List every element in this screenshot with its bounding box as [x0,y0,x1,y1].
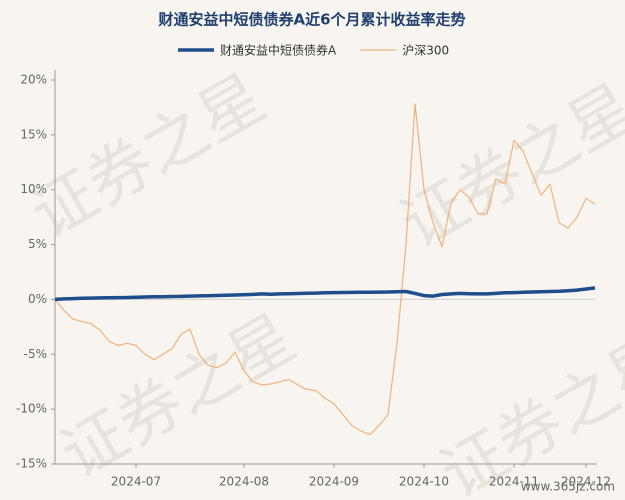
y-tick-label: 0% [28,292,47,306]
y-tick-label: 15% [20,127,47,141]
x-tick-label: 2024-11 [489,475,539,489]
x-tick-label: 2024-07 [111,475,161,489]
y-tick-label: 20% [20,73,47,87]
x-tick-label: 2024-12 [561,475,611,489]
x-tick-label: 2024-10 [399,475,449,489]
source: www.365jz.com [521,480,615,494]
legend-label: 沪深300 [402,44,449,58]
y-tick-label: -5% [24,347,47,361]
y-tick-label: -15% [16,457,47,471]
x-tick-label: 2024-09 [309,475,359,489]
y-tick-label: 5% [28,237,47,251]
x-tick-label: 2024-08 [219,475,269,489]
legend: 财通安益中短债债券A 沪深300 [178,43,449,58]
legend-label: 财通安益中短债债券A [220,43,337,58]
series-line [54,103,596,435]
y-tick-label: 10% [20,182,47,196]
chart-title: 财通安益中短债债券A近6个月累计收益率走势 [158,11,465,29]
y-tick-label: -10% [16,402,47,416]
series-line [54,286,596,302]
